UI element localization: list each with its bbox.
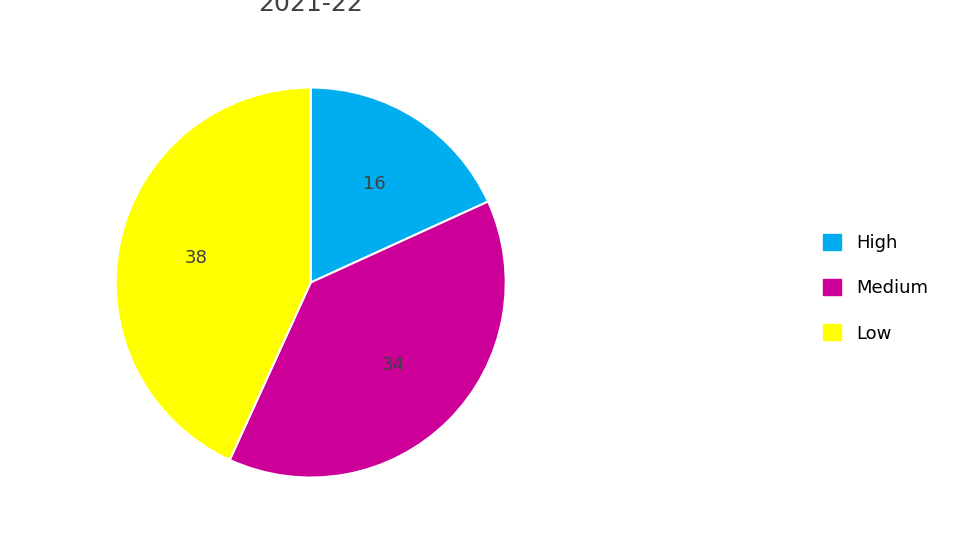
Title: Food Premises Complaints Categorised by Risk
2021-22: Food Premises Complaints Categorised by … (17, 0, 604, 16)
Text: 16: 16 (362, 175, 385, 193)
Wedge shape (311, 88, 489, 283)
Text: 38: 38 (185, 249, 207, 266)
Text: 34: 34 (382, 356, 405, 375)
Wedge shape (116, 88, 311, 460)
Wedge shape (229, 202, 506, 478)
Legend: High, Medium, Low: High, Medium, Low (823, 234, 928, 342)
